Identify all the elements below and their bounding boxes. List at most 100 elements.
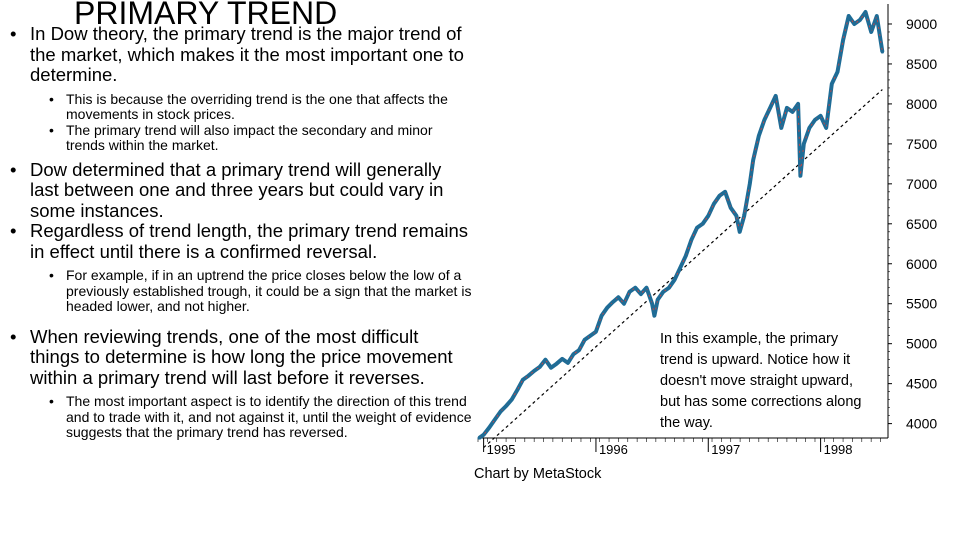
annotation-line: doesn't move straight upward, xyxy=(660,373,853,389)
price-point xyxy=(605,306,609,310)
price-point xyxy=(807,126,811,130)
y-tick-label: 5500 xyxy=(906,296,937,312)
annotation-line: trend is upward. Notice how it xyxy=(660,352,850,368)
price-point xyxy=(594,330,598,334)
price-point xyxy=(498,410,503,414)
bullet-marker: • xyxy=(10,220,17,241)
bullet-marker: • xyxy=(10,158,17,180)
price-point xyxy=(819,114,823,118)
price-point xyxy=(633,286,637,290)
price-point xyxy=(689,238,694,242)
y-tick-label: 9000 xyxy=(906,16,937,32)
bullet-text: Regardless of trend length, the primary … xyxy=(30,220,469,262)
price-point xyxy=(510,398,514,402)
slide-title: PRIMARY TREND xyxy=(74,0,338,31)
price-point xyxy=(549,366,553,370)
price-point xyxy=(729,206,733,210)
price-point xyxy=(723,190,727,194)
price-point xyxy=(717,194,722,198)
price-point xyxy=(650,302,654,306)
annotation-line: but has some corrections along xyxy=(660,394,862,410)
price-point xyxy=(734,214,738,218)
y-tick-label: 8000 xyxy=(906,96,937,112)
price-point xyxy=(555,362,559,366)
price-point xyxy=(526,374,531,378)
price-point xyxy=(667,286,671,290)
price-point xyxy=(757,134,761,138)
y-tick-label: 4000 xyxy=(906,416,937,432)
price-point xyxy=(785,106,789,110)
price-point xyxy=(738,230,742,234)
price-point xyxy=(802,142,806,146)
x-tick-label: 1995 xyxy=(487,442,516,457)
bullet-text: This is because the overriding trend is … xyxy=(66,90,448,122)
price-point xyxy=(706,214,710,218)
bullet-reviewing-trends: • When reviewing trends, one of the most … xyxy=(0,325,472,389)
chart-source-note: Chart by MetaStock xyxy=(474,466,602,482)
bullet-marker: • xyxy=(10,325,17,347)
y-tick-label: 7500 xyxy=(906,136,937,152)
y-tick-label: 4500 xyxy=(906,376,937,392)
sub-bullet-overriding-trend: • This is because the overriding trend is… xyxy=(0,90,472,123)
price-point xyxy=(678,266,682,270)
price-point xyxy=(599,314,604,318)
price-point xyxy=(622,302,626,306)
price-point xyxy=(644,286,649,290)
price-point xyxy=(796,102,800,106)
price-point xyxy=(774,94,778,98)
price-point xyxy=(847,14,851,18)
price-point xyxy=(571,352,576,356)
price-point xyxy=(493,418,497,422)
price-point xyxy=(616,295,621,299)
bullet-primary-trend-definition: • In Dow theory, the primary trend is the… xyxy=(0,23,472,86)
bullet-text: Dow determined that a primary trend will… xyxy=(30,158,444,221)
bullet-confirmed-reversal: • Regardless of trend length, the primary… xyxy=(0,220,472,262)
price-point xyxy=(835,70,840,74)
x-tick-label: 1997 xyxy=(711,442,740,457)
price-point xyxy=(880,50,884,54)
bullet-marker: • xyxy=(49,267,54,283)
price-point xyxy=(813,118,817,122)
price-point xyxy=(652,314,656,318)
annotation-line: In this example, the primary xyxy=(660,331,839,347)
x-tick-label: 1996 xyxy=(599,442,628,457)
chart-annotation: In this example, the primary trend is upw… xyxy=(660,331,862,431)
price-point xyxy=(639,292,643,296)
price-point xyxy=(560,357,564,361)
bullet-marker: • xyxy=(49,121,54,138)
sub-bullet-uptrend-example: • For example, if in an uptrend the price… xyxy=(0,267,472,315)
price-point xyxy=(830,82,834,86)
price-series-accent xyxy=(478,11,883,439)
price-point xyxy=(779,126,783,130)
price-point xyxy=(751,158,755,162)
price-point xyxy=(875,14,879,18)
price-point xyxy=(762,118,767,122)
price-point xyxy=(858,18,862,22)
price-point xyxy=(863,10,868,14)
bullet-text: The primary trend will also impact the s… xyxy=(66,121,433,153)
price-point xyxy=(543,358,547,362)
price-point xyxy=(841,38,845,42)
price-point xyxy=(824,126,828,130)
price-point xyxy=(628,290,632,294)
price-point xyxy=(577,348,581,352)
price-point xyxy=(515,388,519,392)
y-tick-label: 7000 xyxy=(906,176,937,192)
bullet-text: The most important aspect is to identify… xyxy=(66,393,472,440)
price-point xyxy=(532,369,536,373)
sub-bullet-trade-with-trend: • The most important aspect is to identif… xyxy=(0,393,472,441)
price-point xyxy=(538,365,542,369)
price-point xyxy=(852,22,856,26)
price-point xyxy=(768,106,772,110)
price-point xyxy=(583,338,587,342)
bullet-text: In Dow theory, the primary trend is the … xyxy=(30,23,464,85)
price-point xyxy=(701,222,705,226)
primary-trendline xyxy=(483,89,883,449)
source-note-text: Chart by MetaStock xyxy=(474,466,602,482)
price-point xyxy=(672,278,677,282)
price-point xyxy=(504,404,508,408)
y-tick-label: 6500 xyxy=(906,216,937,232)
y-tick-label: 6000 xyxy=(906,256,937,272)
x-tick-label: 1998 xyxy=(824,442,853,457)
price-point xyxy=(611,300,615,304)
